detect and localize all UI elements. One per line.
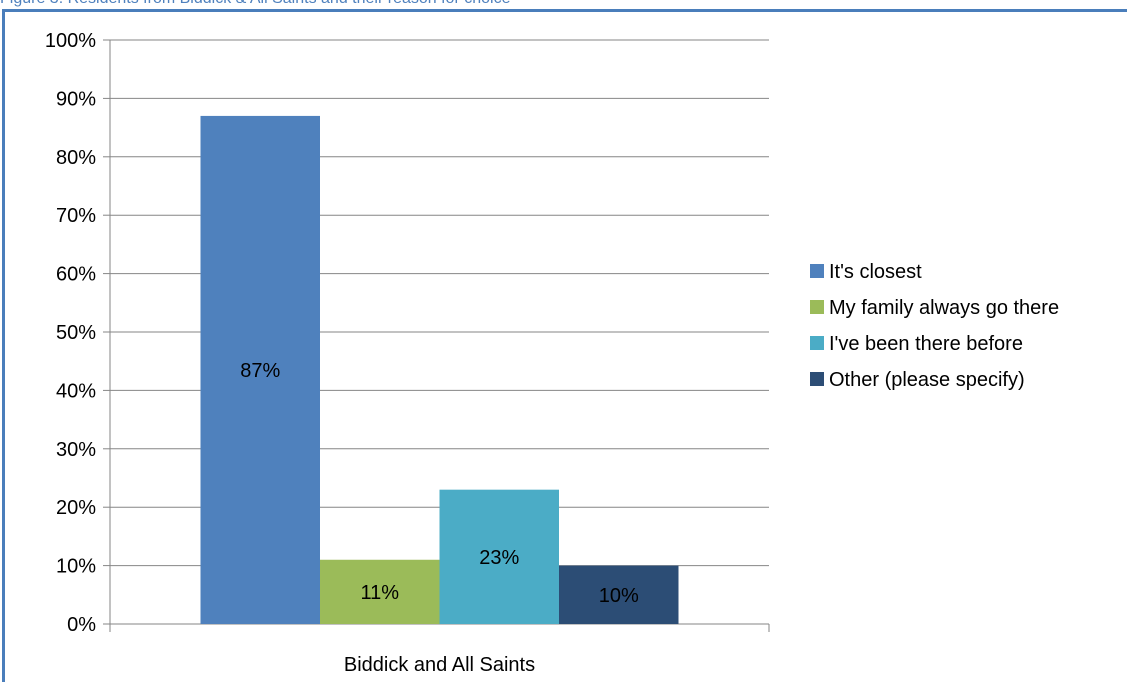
bar-other-please-specify: [559, 565, 679, 624]
y-tick-label: 70%: [56, 205, 96, 227]
legend-item-label: My family always go there: [829, 297, 1059, 319]
y-tick-label: 80%: [56, 147, 96, 169]
bar-it-s-closest: [200, 115, 320, 625]
legend-swatch: [810, 300, 824, 314]
y-tick-label: 30%: [56, 439, 96, 461]
y-tick-label: 50%: [56, 322, 96, 344]
data-label: 10%: [599, 585, 639, 607]
bar-i-ve-been-there-before: [439, 489, 559, 624]
legend-swatch: [810, 336, 824, 350]
legend-item-label: Other (please specify): [829, 369, 1025, 391]
y-tick-label: 0%: [67, 614, 96, 636]
data-label: 23%: [479, 547, 519, 569]
legend-item-label: It's closest: [829, 261, 922, 283]
data-label: 11%: [360, 582, 399, 604]
legend-item-label: I've been there before: [829, 333, 1023, 355]
y-tick-label: 100%: [45, 30, 96, 52]
y-tick-label: 10%: [56, 556, 96, 578]
legend-swatch: [810, 372, 824, 386]
figure-caption: Figure 3: Residents from Biddick & All S…: [0, 0, 510, 9]
y-tick-label: 60%: [56, 264, 96, 286]
x-category-label: Biddick and All Saints: [344, 654, 535, 676]
y-tick-label: 90%: [56, 88, 96, 110]
bar-my-family-always-go-there: [320, 559, 440, 624]
y-tick-label: 20%: [56, 497, 96, 519]
legend-swatch: [810, 264, 824, 278]
y-tick-label: 40%: [56, 380, 96, 402]
chart-frame: [2, 9, 1127, 682]
data-label: 87%: [240, 360, 280, 382]
